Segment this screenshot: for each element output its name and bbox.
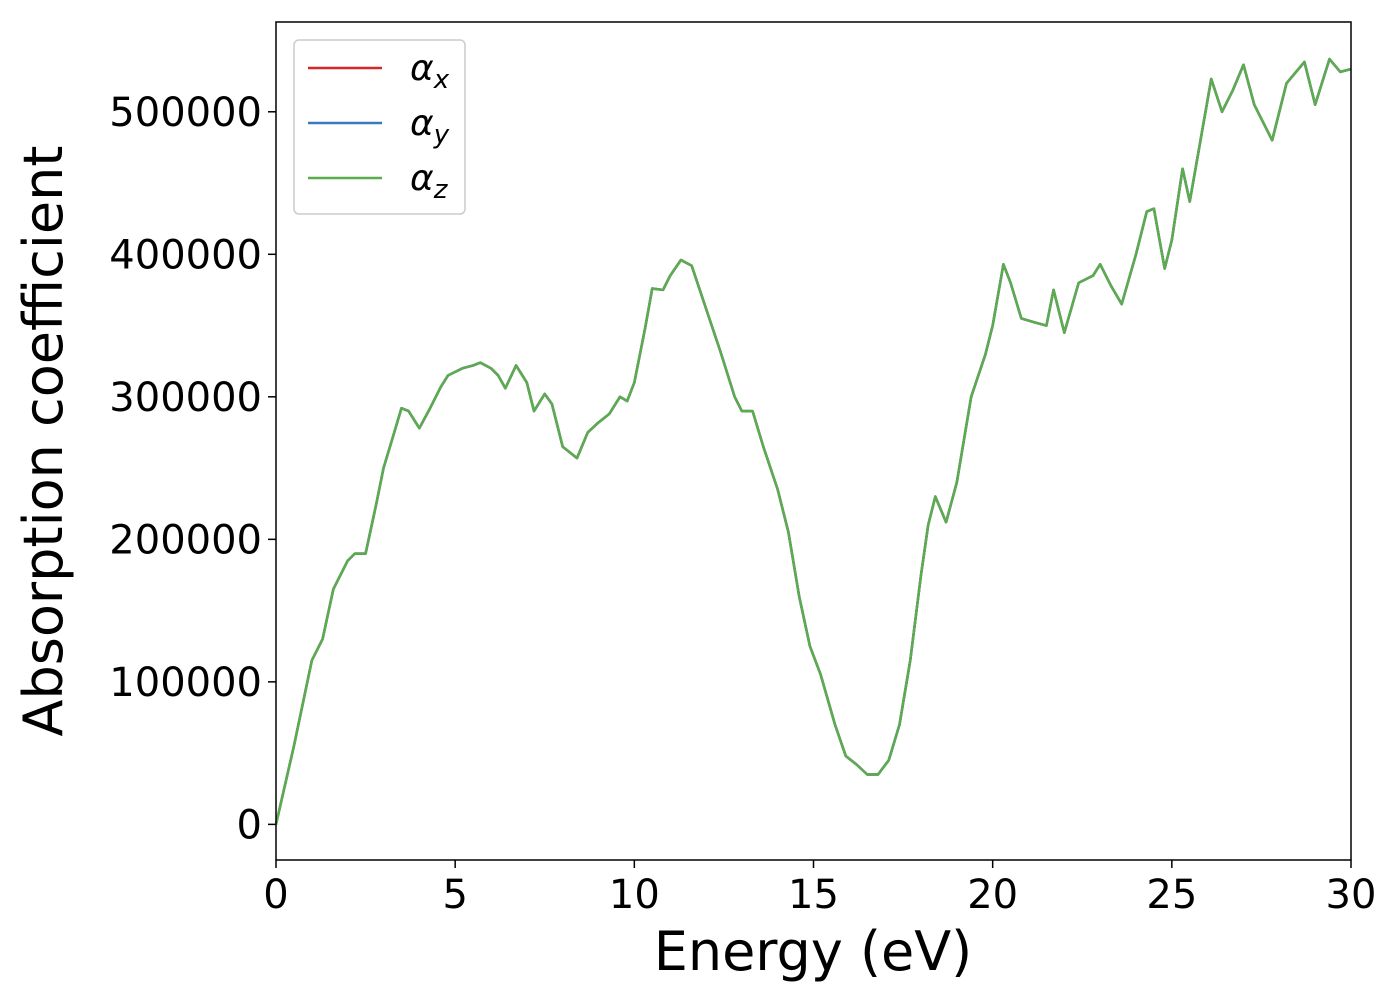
- plot-frame: [275, 21, 1352, 861]
- y-tick-label: 100000: [109, 660, 262, 706]
- y-tick-label: 200000: [109, 517, 262, 563]
- y-tick-label: 400000: [109, 232, 262, 278]
- x-tick-label: 10: [609, 872, 660, 918]
- y-tick-label: 500000: [109, 90, 262, 136]
- y-tick-label: 300000: [109, 375, 262, 421]
- legend-label: αy: [410, 103, 450, 150]
- legend-label: αz: [410, 158, 449, 205]
- legend-label: αx: [410, 48, 450, 95]
- x-tick-label: 5: [442, 872, 467, 918]
- x-tick-label: 15: [788, 872, 839, 918]
- legend-box: [293, 39, 466, 215]
- x-tick-label: 0: [263, 872, 288, 918]
- y-axis-label: Absorption coefficient: [12, 146, 75, 737]
- x-tick-label: 30: [1326, 872, 1377, 918]
- x-tick-label: 25: [1146, 872, 1197, 918]
- x-axis-label: Energy (eV): [654, 920, 973, 983]
- x-tick-label: 20: [967, 872, 1018, 918]
- y-tick-label: 0: [237, 802, 262, 848]
- data-line: [274, 57, 1352, 825]
